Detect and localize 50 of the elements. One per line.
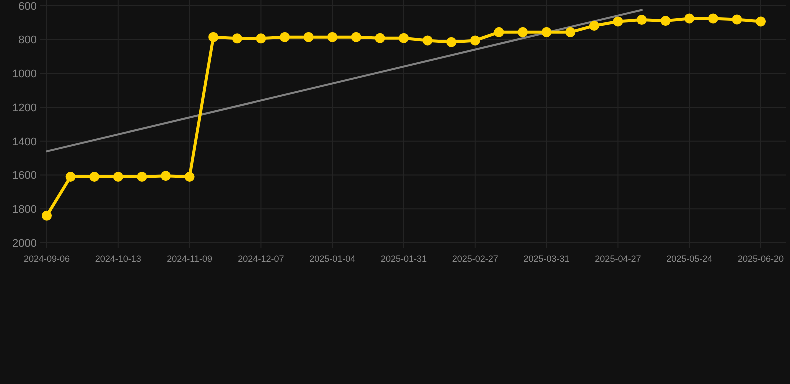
point bbox=[90, 172, 100, 182]
point bbox=[351, 32, 362, 42]
x-tick-label: 2024-12-07 bbox=[238, 254, 284, 264]
x-tick-label: 2024-09-06 bbox=[24, 254, 70, 264]
point bbox=[446, 37, 457, 48]
point bbox=[42, 210, 52, 221]
point bbox=[422, 36, 433, 46]
point bbox=[137, 172, 148, 182]
point bbox=[280, 32, 290, 42]
x-tick-label: 2025-05-24 bbox=[666, 254, 713, 264]
x-tick-label: 2025-04-27 bbox=[595, 254, 642, 264]
point bbox=[328, 32, 338, 42]
x-tick-label: 2025-02-27 bbox=[452, 254, 498, 264]
point bbox=[542, 27, 552, 38]
point bbox=[113, 172, 124, 182]
x-tick-label: 2024-11-09 bbox=[167, 254, 212, 264]
x-tick-label: 2025-01-04 bbox=[310, 254, 356, 264]
y-tick-label: 600 bbox=[18, 0, 37, 13]
point bbox=[589, 20, 600, 31]
x-tick-label: 2025-06-20 bbox=[738, 254, 784, 264]
point bbox=[232, 34, 242, 44]
y-tick-label: 1800 bbox=[12, 204, 37, 216]
point bbox=[470, 36, 480, 46]
y-tick-label: 1400 bbox=[12, 136, 37, 148]
x-tick-label: 2024-10-13 bbox=[95, 254, 142, 264]
point bbox=[399, 33, 409, 44]
point bbox=[161, 171, 171, 182]
point bbox=[756, 16, 766, 27]
y-tick-label: 2000 bbox=[12, 238, 37, 250]
point bbox=[208, 32, 219, 42]
point bbox=[375, 33, 386, 44]
point bbox=[518, 27, 528, 38]
point bbox=[637, 15, 647, 26]
y-tick-label: 1000 bbox=[12, 68, 37, 81]
point bbox=[256, 34, 266, 44]
x-tick-label: 2025-01-31 bbox=[380, 254, 428, 264]
point bbox=[566, 27, 576, 38]
point bbox=[494, 27, 504, 38]
point bbox=[66, 172, 76, 182]
x-tick-label: 2025-03-31 bbox=[524, 254, 570, 264]
point bbox=[184, 172, 195, 182]
point bbox=[708, 14, 718, 24]
y-tick-label: 800 bbox=[18, 34, 37, 47]
point bbox=[613, 16, 624, 27]
point bbox=[304, 32, 314, 42]
point bbox=[660, 16, 671, 26]
y-tick-label: 1600 bbox=[12, 170, 37, 182]
point bbox=[732, 14, 742, 25]
point bbox=[684, 14, 695, 24]
y-tick-label: 1200 bbox=[12, 102, 37, 114]
